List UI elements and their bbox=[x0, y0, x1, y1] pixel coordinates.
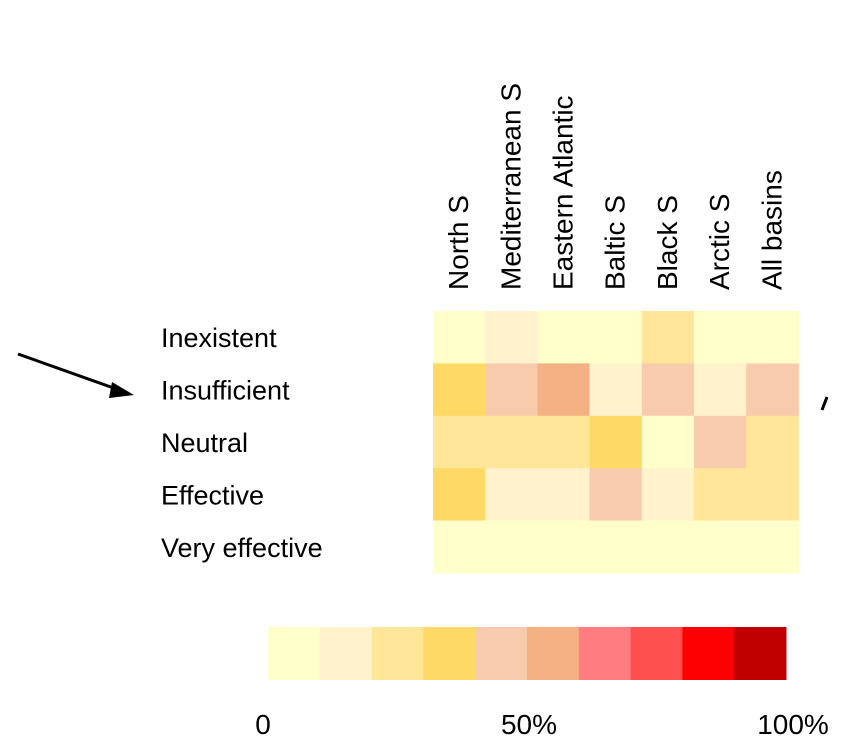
legend-swatch bbox=[475, 627, 528, 680]
heatmap-cell bbox=[537, 363, 591, 417]
heatmap-cell bbox=[537, 311, 591, 364]
heatmap-cell bbox=[694, 520, 747, 574]
heatmap-cell bbox=[433, 468, 486, 522]
heatmap-cell bbox=[746, 311, 799, 364]
column-label: Arctic S bbox=[704, 194, 735, 290]
column-labels: North S Mediterranean S Eastern Atlantic Ba… bbox=[443, 83, 787, 290]
heatmap-cell bbox=[589, 311, 643, 364]
heatmap-cell bbox=[589, 363, 643, 417]
row-label: Insufficient bbox=[161, 376, 290, 406]
heatmap-cell bbox=[641, 311, 695, 364]
heatmap-cell bbox=[746, 468, 799, 522]
legend-swatch bbox=[734, 627, 787, 680]
heatmap-cell bbox=[694, 415, 747, 469]
heatmap-cell bbox=[485, 363, 538, 417]
legend-tick-label: 0 bbox=[255, 709, 271, 740]
heatmap-cell bbox=[694, 363, 747, 417]
legend-swatch bbox=[371, 627, 424, 680]
heatmap-cell bbox=[485, 468, 538, 522]
heatmap-cell bbox=[694, 311, 747, 364]
heatmap-cell bbox=[641, 415, 695, 469]
heatmap-cell bbox=[433, 363, 486, 417]
legend-swatch bbox=[630, 627, 683, 680]
column-label: North S bbox=[443, 195, 474, 290]
heatmap-cell bbox=[746, 415, 799, 469]
heatmap-cell bbox=[746, 363, 799, 417]
legend-swatch bbox=[423, 627, 476, 680]
heatmap-cell bbox=[485, 520, 538, 574]
legend-swatch bbox=[319, 627, 373, 680]
annotation-arrows bbox=[17, 352, 829, 411]
column-label: Eastern Atlantic bbox=[548, 95, 579, 290]
column-label: Baltic S bbox=[600, 195, 631, 290]
heatmap-cell bbox=[433, 520, 486, 574]
heatmap-cell bbox=[485, 415, 538, 469]
heatmap-cell bbox=[589, 468, 643, 522]
row-label: Very effective bbox=[161, 533, 323, 563]
heatmap-cell bbox=[485, 311, 538, 364]
heatmap-cell bbox=[537, 520, 591, 574]
legend-labels: 0 50% 100% bbox=[255, 709, 829, 740]
column-label: Mediterranean S bbox=[495, 83, 526, 290]
legend-tick-label: 50% bbox=[501, 709, 557, 740]
right-edge-arrow-icon bbox=[820, 396, 829, 411]
heatmap-cell bbox=[641, 363, 695, 417]
left-arrow-icon bbox=[17, 352, 123, 393]
legend-swatch bbox=[268, 627, 321, 680]
heatmap-cell bbox=[746, 520, 799, 574]
row-labels: Inexistent Insufficient Neutral Effective Ve… bbox=[161, 323, 323, 563]
heatmap-cell bbox=[433, 415, 486, 469]
column-label: Black S bbox=[652, 195, 683, 290]
left-arrow-head-icon bbox=[109, 382, 134, 398]
heatmap-cell bbox=[537, 468, 591, 522]
color-legend bbox=[268, 627, 787, 680]
row-label: Inexistent bbox=[161, 323, 277, 353]
heatmap-cell bbox=[589, 520, 643, 574]
legend-tick-label: 100% bbox=[757, 709, 829, 740]
heatmap-cell bbox=[589, 415, 643, 469]
legend-swatch bbox=[578, 627, 632, 680]
heatmap-cells bbox=[433, 311, 799, 574]
heatmap-cell bbox=[641, 468, 695, 522]
heatmap-cell bbox=[641, 520, 695, 574]
column-label: All basins bbox=[756, 170, 787, 290]
heatmap-cell bbox=[433, 311, 486, 364]
heatmap-cell bbox=[694, 468, 747, 522]
heatmap-cell bbox=[537, 415, 591, 469]
row-label: Neutral bbox=[161, 428, 248, 458]
row-label: Effective bbox=[161, 480, 264, 510]
legend-swatch bbox=[527, 627, 580, 680]
legend-swatch bbox=[682, 627, 735, 680]
